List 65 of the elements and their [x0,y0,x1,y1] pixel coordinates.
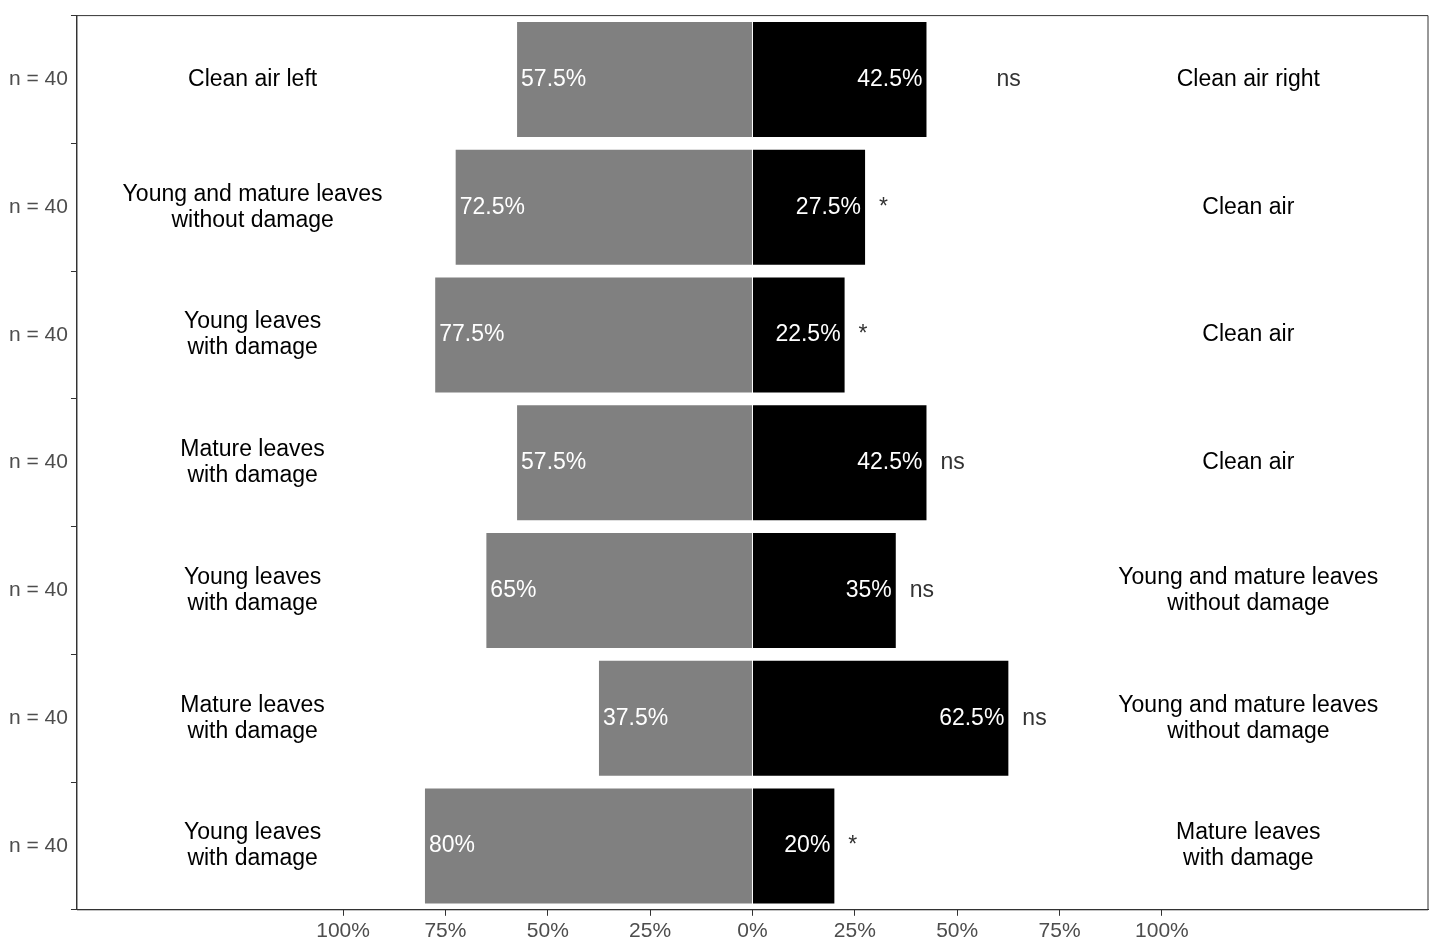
bar [752,532,896,648]
bar [752,149,866,265]
data-label: 27.5% [795,192,862,219]
y-tick-label: n = 40 [8,449,68,473]
bar [435,277,752,393]
annotation: Young leaves with damage [183,307,322,360]
x-tick-label: 0% [737,918,768,942]
y-tick-label: n = 40 [8,66,68,90]
bar [598,660,752,776]
bar [455,149,752,265]
data-label: 35% [845,575,892,602]
data-label: 57.5% [521,64,587,91]
data-label: 42.5% [857,448,923,475]
annotation: Young leaves with damage [183,562,322,615]
annotation: ns [996,64,1021,91]
bar [752,788,835,904]
x-tick-label: 75% [424,918,467,942]
x-tick-label: 100% [316,918,370,942]
bar [752,405,927,521]
data-label: 62.5% [939,703,1005,730]
x-tick-label: 100% [1135,918,1189,942]
annotation: ns [909,575,935,602]
annotation: Clean air right [1176,64,1321,91]
bar [752,660,1009,776]
annotation: Clean air left [188,64,318,91]
data-label: 80% [428,831,476,858]
annotation: Mature leaves with damage [1176,818,1321,871]
bar [424,788,752,904]
data-label: 20% [784,831,831,858]
bar [486,532,752,648]
annotation: ns [940,448,965,475]
data-label: 57.5% [521,448,587,475]
annotation: Clean air [1202,320,1295,347]
bar [752,21,927,137]
data-label: 37.5% [602,703,669,730]
annotation: * [858,320,868,347]
x-tick-label: 75% [1038,918,1081,942]
y-tick-label: n = 40 [8,704,68,728]
annotation: Clean air [1202,192,1295,219]
data-label: 65% [490,575,537,602]
x-tick-label: 50% [526,918,569,942]
annotation: * [848,831,858,858]
y-tick-label: n = 40 [8,577,68,601]
y-tick-label: n = 40 [8,832,68,856]
data-label: 72.5% [459,192,525,219]
x-tick-label: 25% [833,918,876,942]
annotation: ns [1022,703,1047,730]
y-tick-label: n = 40 [8,194,68,218]
data-label: 42.5% [857,64,923,91]
data-label: 22.5% [775,320,841,347]
annotation: Young leaves with damage [183,818,322,871]
annotation: Mature leaves with damage [180,690,325,743]
bar [517,21,752,137]
data-label: 77.5% [439,320,505,347]
y-tick-label: n = 40 [8,321,68,345]
bar [752,277,845,393]
annotation: Young and mature leaves without damage [1118,690,1379,743]
annotation: Clean air [1202,448,1295,475]
x-tick-label: 25% [629,918,672,942]
annotation: * [879,192,889,219]
annotation: Young and mature leaves without damage [122,179,383,232]
bar [517,405,752,521]
annotation: Mature leaves with damage [180,435,325,488]
x-tick-label: 50% [936,918,979,942]
annotation: Young and mature leaves without damage [1118,562,1379,615]
